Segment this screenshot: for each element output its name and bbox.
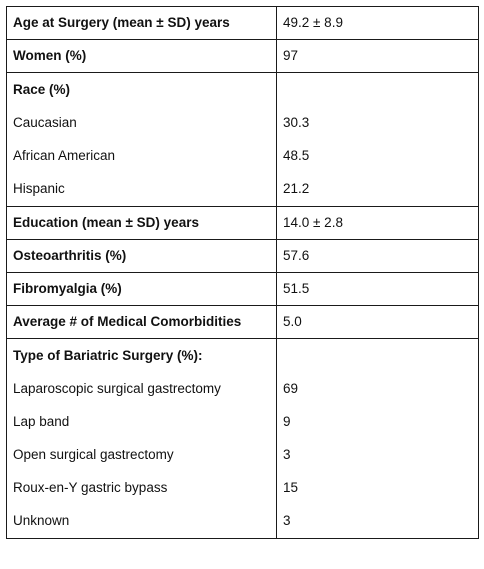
surgery-value-unknown: 3	[276, 504, 479, 539]
table-row: Open surgical gastrectomy 3	[6, 438, 479, 471]
race-value-caucasian: 30.3	[276, 106, 479, 139]
row-label-fibromyalgia: Fibromyalgia (%)	[6, 272, 277, 306]
race-value-african-american: 48.5	[276, 139, 479, 172]
surgery-value-lap-band: 9	[276, 405, 479, 438]
row-value-comorbidities: 5.0	[276, 305, 479, 339]
table-row: Education (mean ± SD) years 14.0 ± 2.8	[6, 206, 479, 240]
surgery-label-lap-band: Lap band	[6, 405, 277, 438]
race-label-african-american: African American	[6, 139, 277, 172]
race-heading-value	[276, 72, 479, 106]
table-row: Caucasian 30.3	[6, 106, 479, 139]
surgery-label-laparoscopic: Laparoscopic surgical gastrectomy	[6, 372, 277, 405]
surgery-label-roux-en-y: Roux-en-Y gastric bypass	[6, 471, 277, 504]
table-row: Roux-en-Y gastric bypass 15	[6, 471, 479, 504]
row-value-osteoarthritis: 57.6	[276, 239, 479, 273]
row-value-age: 49.2 ± 8.9	[276, 6, 479, 40]
race-heading: Race (%)	[6, 72, 277, 106]
table-row: Hispanic 21.2	[6, 172, 479, 207]
table-row: Unknown 3	[6, 504, 479, 539]
demographics-table: Age at Surgery (mean ± SD) years 49.2 ± …	[6, 6, 479, 539]
surgery-heading: Type of Bariatric Surgery (%):	[6, 338, 277, 372]
table-row: African American 48.5	[6, 139, 479, 172]
table-row: Osteoarthritis (%) 57.6	[6, 239, 479, 273]
race-label-caucasian: Caucasian	[6, 106, 277, 139]
surgery-value-laparoscopic: 69	[276, 372, 479, 405]
surgery-label-unknown: Unknown	[6, 504, 277, 539]
row-value-women: 97	[276, 39, 479, 73]
table-row: Laparoscopic surgical gastrectomy 69	[6, 372, 479, 405]
table-row: Women (%) 97	[6, 39, 479, 73]
table-row: Fibromyalgia (%) 51.5	[6, 272, 479, 306]
surgery-heading-value	[276, 338, 479, 372]
row-label-education: Education (mean ± SD) years	[6, 206, 277, 240]
surgery-value-roux-en-y: 15	[276, 471, 479, 504]
race-label-hispanic: Hispanic	[6, 172, 277, 207]
table-row: Average # of Medical Comorbidities 5.0	[6, 305, 479, 339]
surgery-label-open: Open surgical gastrectomy	[6, 438, 277, 471]
row-label-comorbidities: Average # of Medical Comorbidities	[6, 305, 277, 339]
row-value-fibromyalgia: 51.5	[276, 272, 479, 306]
table-row: Age at Surgery (mean ± SD) years 49.2 ± …	[6, 6, 479, 40]
row-label-women: Women (%)	[6, 39, 277, 73]
table-row: Race (%)	[6, 72, 479, 106]
row-label-age: Age at Surgery (mean ± SD) years	[6, 6, 277, 40]
row-label-osteoarthritis: Osteoarthritis (%)	[6, 239, 277, 273]
table-row: Type of Bariatric Surgery (%):	[6, 338, 479, 372]
table-row: Lap band 9	[6, 405, 479, 438]
surgery-value-open: 3	[276, 438, 479, 471]
row-value-education: 14.0 ± 2.8	[276, 206, 479, 240]
race-value-hispanic: 21.2	[276, 172, 479, 207]
